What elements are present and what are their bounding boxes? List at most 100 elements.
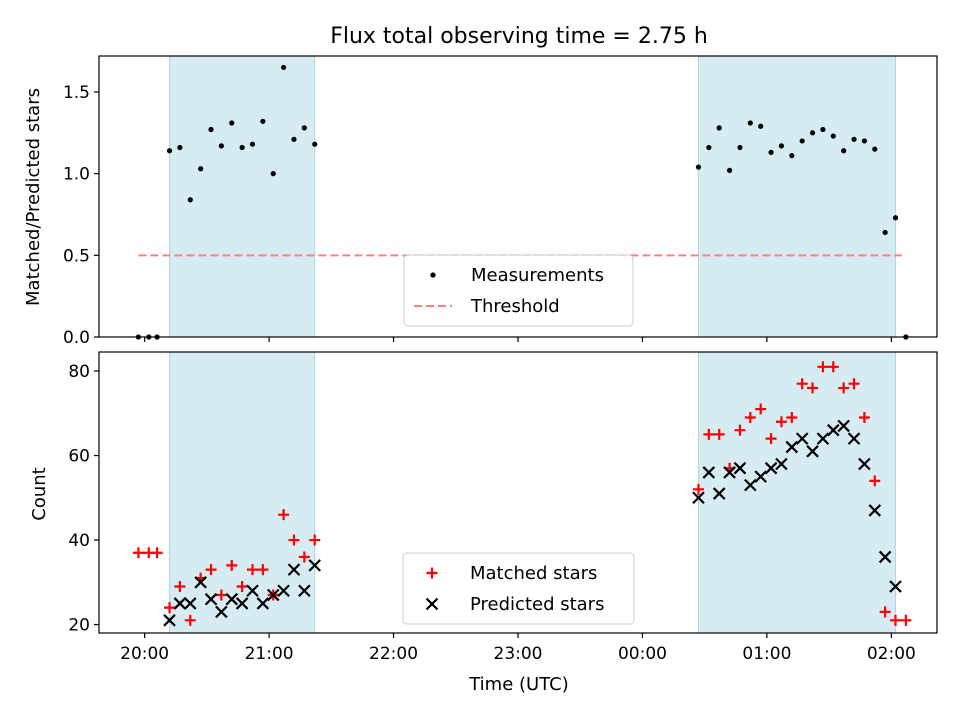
top-shaded-window-1 [697,55,897,338]
top-dot-point [270,171,276,177]
bottom-plus-point [765,433,777,445]
bottom-x-point [764,461,778,475]
bottom-x-point [858,457,871,471]
bottom-x-point [806,445,819,458]
bottom-x-point [225,592,239,606]
chart-title: Flux total observing time = 2.75 h [330,24,708,49]
top-dot-point [872,146,878,152]
bottom-plus-point [164,602,176,614]
bottom-x-point [837,419,850,433]
bottom-plus-point [309,534,321,546]
bottom-series-1 [163,419,902,627]
bottom-plus-point [838,382,850,394]
top-legend-marker [430,272,436,278]
top-y-tick-label: 1.0 [63,165,90,185]
top-dot-point [841,148,847,154]
x-axis-label: Time (UTC) [468,674,569,695]
bottom-x-point [183,597,197,610]
bottom-panel: 20 40 60 80 20:00 21:00 22:00 23:00 00:00 01:00 02… [68,351,938,664]
x-tick-label: 01:00 [742,644,791,664]
top-dot-point [747,120,753,126]
bottom-plus-point [858,411,870,423]
top-y-tick-label: 0.0 [63,328,90,348]
bottom-plus-point [786,411,798,423]
bottom-plus-point [257,564,269,576]
bottom-plus-point [278,509,290,521]
top-dot-point [187,197,193,203]
bottom-x-point [692,491,705,505]
top-dot-point [177,144,183,151]
top-dot-point [768,149,774,155]
top-dot-point [218,143,224,149]
top-dot-point [301,125,307,131]
top-dot-point [716,125,722,131]
bottom-legend: Matched stars Predicted stars [402,552,635,625]
top-dot-point [778,143,785,149]
top-dot-point [208,126,214,133]
top-legend-box [403,254,634,327]
top-dot-point [281,64,287,71]
top-dot-point [166,148,173,154]
top-legend-label: Measurements [471,265,604,286]
bottom-plus-point [817,361,829,373]
bottom-plus-point [848,378,860,390]
bottom-legend-label: Predicted stars [470,594,604,615]
bottom-plus-point [215,589,227,601]
bottom-y-axis-label: Count [29,467,50,520]
bottom-plus-point [174,581,186,593]
bottom-x-point [889,580,902,593]
bottom-plus-point [184,614,196,626]
x-tick-label: 00:00 [618,644,667,664]
bottom-plus-point [132,547,144,559]
bottom-plus-point [879,606,891,618]
top-dot-point [861,138,868,144]
x-tick-label: 22:00 [369,644,418,664]
top-dot-point [892,215,899,221]
bottom-x-point [277,584,290,598]
bottom-x-point [733,461,747,475]
bottom-plus-point [734,424,746,436]
top-dot-point [249,141,256,147]
bottom-plus-point [755,403,767,415]
top-dot-point [291,136,297,142]
bottom-plus-point [900,614,912,626]
top-dot-point [758,123,764,129]
top-y-tick-label: 0.5 [63,246,90,266]
bottom-x-point [878,550,892,564]
bottom-x-point [754,470,767,483]
bottom-plus-point [713,428,725,440]
bottom-plus-point [703,428,715,440]
bottom-plus-point [744,411,756,423]
top-dot-point [726,167,733,173]
bottom-plus-point [869,475,881,487]
bottom-x-point [723,466,736,479]
top-dot-point [239,144,245,151]
x-tick-label: 20:00 [120,644,169,664]
bottom-legend-marker [425,597,439,611]
bottom-x-point [744,478,757,492]
top-dot-point [882,229,888,236]
x-tick-label: 02:00 [867,644,916,664]
x-tick-label: 21:00 [245,644,294,664]
top-dot-point [820,126,826,133]
bottom-plus-point [288,534,300,546]
bottom-x-point [775,457,788,471]
bottom-x-point [204,592,218,606]
x-tick-label: 23:00 [494,644,543,664]
top-dot-point [789,153,795,159]
bottom-x-point [287,563,301,576]
top-panel: 0.0 0.5 1.0 1.5 Measurements Threshold [63,55,938,348]
bottom-x-point [847,432,861,445]
bottom-plus-point [796,378,808,390]
bottom-y-tick-label: 80 [68,362,90,382]
top-legend: Measurements Threshold [403,254,634,327]
bottom-x-point [298,584,311,598]
bottom-plus-point [151,547,163,559]
top-dot-point [312,141,318,147]
top-dot-point [809,130,816,136]
bottom-x-point [266,588,280,602]
top-dot-point [830,133,836,139]
bottom-x-point [785,440,799,454]
bottom-x-point [308,559,322,572]
